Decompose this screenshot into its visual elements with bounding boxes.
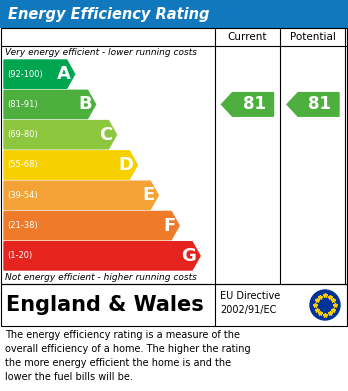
Bar	[0, 0, 348, 28]
Text: (21-38): (21-38)	[7, 221, 38, 230]
Text: EU Directive
2002/91/EC: EU Directive 2002/91/EC	[220, 291, 280, 315]
Text: G: G	[181, 247, 196, 265]
Text: Not energy efficient - higher running costs: Not energy efficient - higher running co…	[5, 273, 197, 282]
Polygon shape	[287, 93, 339, 116]
Polygon shape	[4, 242, 200, 270]
Text: Potential: Potential	[290, 32, 336, 42]
Bar	[1, 28, 347, 284]
Text: (39-54): (39-54)	[7, 191, 38, 200]
Text: Energy Efficiency Rating: Energy Efficiency Rating	[8, 7, 209, 22]
Polygon shape	[4, 120, 117, 149]
Text: (1-20): (1-20)	[7, 251, 32, 260]
Text: England & Wales: England & Wales	[6, 295, 204, 315]
Text: Current: Current	[228, 32, 267, 42]
Text: Very energy efficient - lower running costs: Very energy efficient - lower running co…	[5, 48, 197, 57]
Text: (92-100): (92-100)	[7, 70, 43, 79]
Text: B: B	[78, 95, 92, 113]
Bar	[1, 284, 347, 326]
Text: (69-80): (69-80)	[7, 130, 38, 139]
Polygon shape	[221, 93, 274, 116]
Text: D: D	[118, 156, 133, 174]
Text: The energy efficiency rating is a measure of the
overall efficiency of a home. T: The energy efficiency rating is a measur…	[5, 330, 251, 382]
Text: E: E	[142, 186, 154, 204]
Text: F: F	[163, 217, 175, 235]
Text: 81: 81	[308, 95, 331, 113]
Polygon shape	[4, 151, 137, 179]
Text: 81: 81	[243, 95, 266, 113]
Circle shape	[310, 290, 340, 320]
Text: C: C	[99, 126, 112, 144]
Text: (81-91): (81-91)	[7, 100, 38, 109]
Text: A: A	[57, 65, 71, 83]
Text: (55-68): (55-68)	[7, 160, 38, 170]
Polygon shape	[4, 90, 96, 118]
Polygon shape	[4, 60, 75, 88]
Polygon shape	[4, 212, 179, 240]
Polygon shape	[4, 181, 158, 210]
